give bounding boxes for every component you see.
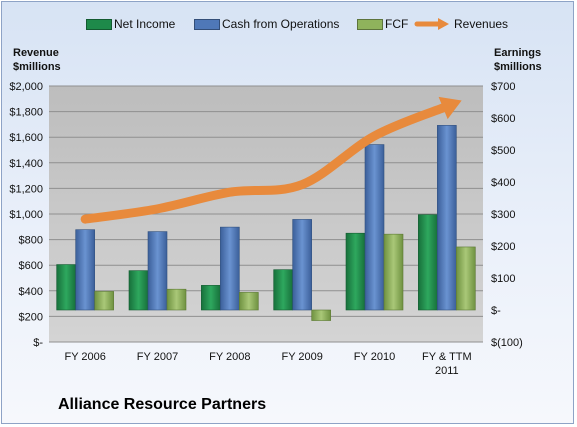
right-axis-title-line1: Earnings (494, 47, 542, 59)
right-tick-label: $200 (491, 241, 515, 253)
x-tick-label: FY 2009 (281, 351, 322, 363)
left-tick-label: $600 (19, 260, 43, 272)
bar-cash-from-operations (292, 219, 312, 311)
bar-cash-from-operations (220, 226, 240, 311)
revenues-line (80, 101, 452, 224)
bar-net-income (56, 264, 76, 311)
bar-net-income (418, 214, 438, 311)
x-tick-label: FY 2006 (64, 351, 105, 363)
legend-arrow-icon (414, 18, 449, 30)
left-tick-label: $1,800 (9, 107, 43, 119)
bar-cash-from-operations (437, 125, 457, 311)
bar-cash-from-operations (364, 144, 385, 311)
bar-net-income (201, 285, 221, 311)
bar-net-income (273, 269, 293, 311)
left-tick-label: $800 (19, 235, 43, 247)
left-tick-label: $200 (19, 311, 43, 323)
chart-legend: Net Income Cash from Operations FCF Reve… (0, 16, 577, 34)
bar-fcf (94, 291, 114, 311)
x-tick-label: 2011 (435, 365, 459, 377)
x-tick-label: FY 2008 (209, 351, 250, 363)
company-name: Alliance Resource Partners (58, 396, 267, 413)
left-tick-label: $2,000 (9, 81, 43, 93)
bar-net-income (345, 232, 366, 311)
left-tick-label: $400 (19, 286, 43, 298)
left-axis-title-line1: Revenue (13, 47, 59, 59)
right-tick-label: $500 (491, 145, 515, 157)
bar-fcf (166, 288, 187, 311)
bar-fcf (383, 233, 404, 311)
left-tick-label: $- (33, 337, 43, 349)
right-tick-label: $- (491, 305, 501, 317)
bar-fcf (239, 292, 259, 311)
left-tick-label: $1,200 (9, 183, 43, 195)
bar-net-income (128, 270, 149, 311)
legend-swatch-cfo (194, 19, 220, 30)
x-tick-label: FY 2007 (137, 351, 178, 363)
right-tick-label: $400 (491, 177, 515, 189)
right-tick-label: $700 (491, 81, 515, 93)
legend-swatch-fcf (357, 19, 383, 30)
bar-cash-from-operations (75, 229, 95, 311)
right-axis-title: Earnings $millions (494, 46, 542, 74)
left-tick-label: $1,600 (9, 132, 43, 144)
legend-swatch-net-income (86, 19, 112, 30)
legend-label-net-income: Net Income (114, 17, 176, 31)
x-tick-label: FY & TTM (422, 351, 472, 363)
legend-label-cfo: Cash from Operations (222, 17, 340, 31)
left-axis-title-line2: $millions (13, 61, 61, 73)
legend-label-fcf: FCF (385, 17, 409, 31)
bar-fcf (456, 246, 476, 311)
right-tick-label: $(100) (491, 337, 523, 349)
left-tick-label: $1,000 (9, 209, 43, 221)
right-axis-title-line2: $millions (494, 61, 542, 73)
legend-label-revenues: Revenues (454, 17, 509, 31)
x-tick-label: FY 2010 (354, 351, 395, 363)
bar-cash-from-operations (147, 231, 168, 311)
bar-fcf (311, 309, 331, 321)
right-tick-label: $300 (491, 209, 515, 221)
revenues-arrowhead (438, 96, 462, 120)
left-tick-label: $1,400 (9, 158, 43, 170)
left-axis-title: Revenue $millions (13, 46, 61, 74)
right-tick-label: $600 (491, 113, 515, 125)
right-tick-label: $100 (491, 273, 515, 285)
